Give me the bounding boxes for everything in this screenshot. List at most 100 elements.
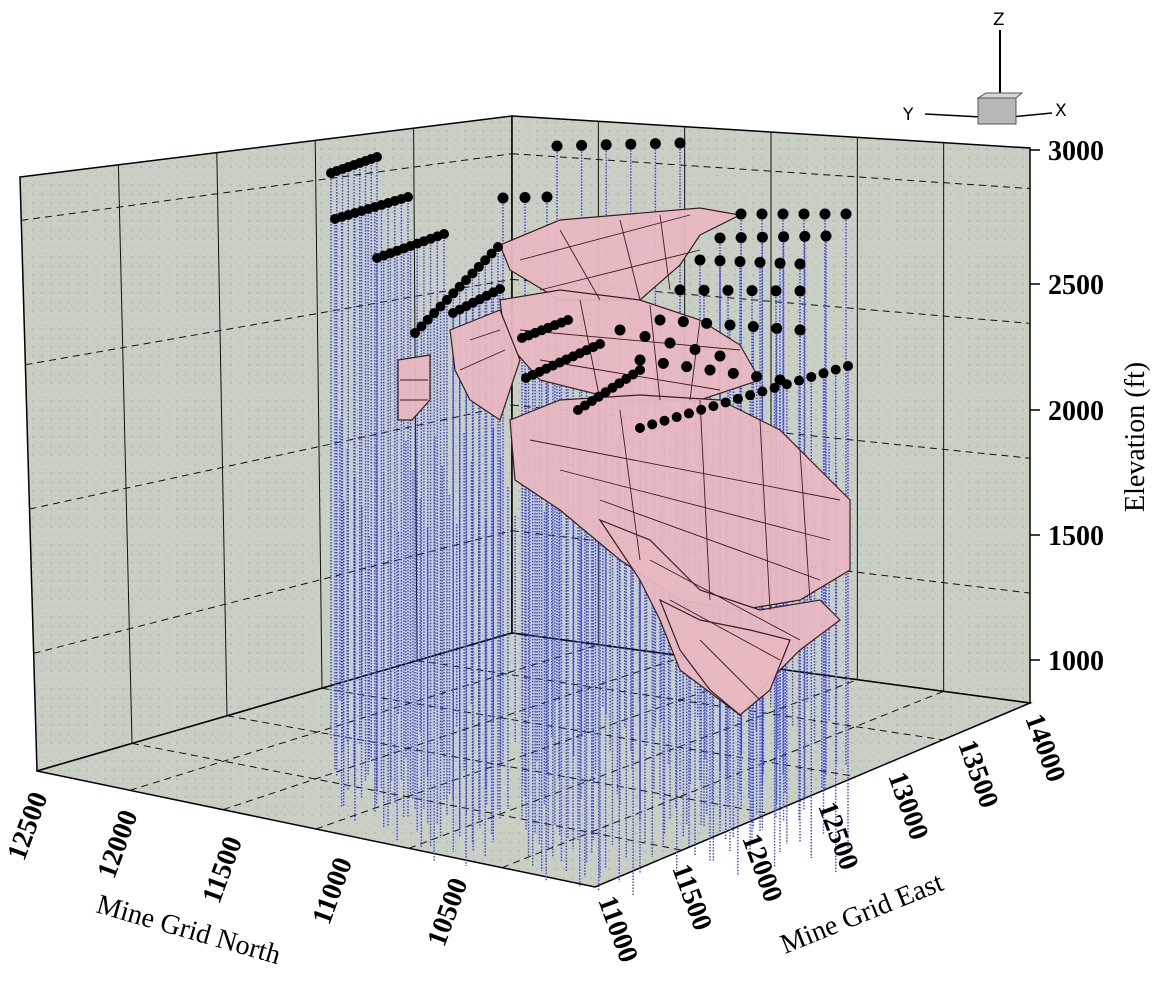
collar-marker <box>683 408 694 419</box>
collar-marker <box>441 294 452 305</box>
y-gridline-floor <box>501 690 944 869</box>
collar-marker <box>647 419 658 430</box>
collar-marker <box>794 375 805 386</box>
collar-marker <box>410 328 420 338</box>
collar-marker <box>674 137 686 149</box>
collar-marker <box>771 322 783 334</box>
collar-marker <box>734 256 746 268</box>
collar-marker <box>659 415 670 426</box>
z-tick-label: 1000 <box>1048 646 1104 677</box>
collar-marker <box>794 258 806 270</box>
collar-marker <box>461 275 472 286</box>
ore-facet-edge <box>669 599 781 661</box>
collar-marker <box>806 371 817 382</box>
collar-marker <box>657 357 669 369</box>
ore-facet-edge <box>529 439 841 501</box>
collar-marker <box>403 192 413 202</box>
collar-marker <box>576 139 588 151</box>
y-gridline-floor <box>222 655 685 811</box>
collar-marker <box>541 191 553 203</box>
collar-marker <box>818 368 829 379</box>
z-tick-label: 1500 <box>1048 521 1104 552</box>
collar-marker <box>448 288 459 299</box>
x-gridline-wall <box>117 164 133 744</box>
collar-marker <box>435 301 446 312</box>
collar-marker <box>799 230 811 242</box>
collar-marker <box>551 140 563 152</box>
collar-marker <box>756 208 768 220</box>
collar-marker <box>681 361 693 373</box>
collar-marker <box>754 256 766 268</box>
collar-marker <box>600 139 612 151</box>
ore-facet-edge <box>519 214 691 261</box>
collar-marker <box>708 401 719 412</box>
collar-marker <box>694 254 706 266</box>
ore-facet-edge <box>539 249 701 291</box>
x-gridline-floor <box>226 715 770 814</box>
collar-marker <box>519 192 531 203</box>
collar-marker <box>649 138 661 150</box>
collar-marker <box>769 382 780 393</box>
collar-marker <box>495 284 505 294</box>
collar-marker <box>563 315 573 325</box>
x-tick-label: 12500 <box>1 788 54 864</box>
collar-marker <box>774 257 786 269</box>
x-tick-label: 11500 <box>196 832 249 907</box>
collar-marker <box>794 324 806 336</box>
collar-marker <box>473 261 484 272</box>
ore-body-facet <box>499 207 742 301</box>
collar-marker <box>777 208 789 220</box>
collar-marker <box>486 248 497 259</box>
y-axis-label: Mine Grid East <box>776 867 948 960</box>
collar-marker <box>770 285 782 297</box>
ore-facet-edge <box>699 399 711 601</box>
collar-marker <box>635 423 645 433</box>
collar-marker <box>724 319 736 331</box>
collar-marker <box>794 285 806 297</box>
z-tick-label: 2500 <box>1048 270 1104 301</box>
collar-marker <box>480 255 491 266</box>
collar-marker <box>727 367 739 379</box>
collar-marker <box>467 268 478 279</box>
y-tick-label: 12000 <box>735 830 788 906</box>
collar-marker <box>634 354 646 366</box>
collar-marker <box>698 284 710 296</box>
collar-marker <box>639 331 651 342</box>
collar-marker <box>840 208 852 220</box>
y-tick-label: 13000 <box>881 768 934 844</box>
collar-marker <box>735 208 747 220</box>
ore-facet-edge <box>799 449 811 601</box>
collar-marker <box>798 208 810 220</box>
triad-cube <box>977 97 1017 125</box>
collar-marker <box>747 321 759 333</box>
y-gridline-floor <box>408 679 858 849</box>
collar-marker <box>625 138 637 150</box>
collar-marker <box>830 364 841 375</box>
ore-body-facet <box>449 309 521 421</box>
collar-marker <box>746 285 758 297</box>
triad-y-label: Y <box>902 105 914 125</box>
collar-marker <box>664 337 676 349</box>
collar-marker <box>722 284 734 296</box>
collar-marker <box>493 242 503 252</box>
collar-marker <box>439 229 449 239</box>
collar-marker <box>751 371 763 383</box>
ore-facet-edge <box>459 349 506 371</box>
y-tick-label: 11000 <box>591 892 644 967</box>
collar-marker <box>635 365 645 375</box>
collar-marker <box>654 314 666 326</box>
ore-body-facet <box>397 354 431 421</box>
y-tick-label: 11500 <box>665 860 718 935</box>
ore-facet-edge <box>759 419 771 611</box>
y-tick-label: 14000 <box>1018 710 1071 786</box>
collar-marker <box>614 324 626 336</box>
ore-facet-edge <box>659 214 671 291</box>
z-gridline-left <box>21 153 513 221</box>
collar-marker <box>781 379 792 390</box>
ore-facet-edge <box>619 219 641 301</box>
orientation-triad: Z X Y <box>902 10 1067 125</box>
z-tick-label: 3000 <box>1048 136 1104 167</box>
x-tick-label: 11000 <box>306 853 359 928</box>
collar-marker <box>714 232 726 244</box>
